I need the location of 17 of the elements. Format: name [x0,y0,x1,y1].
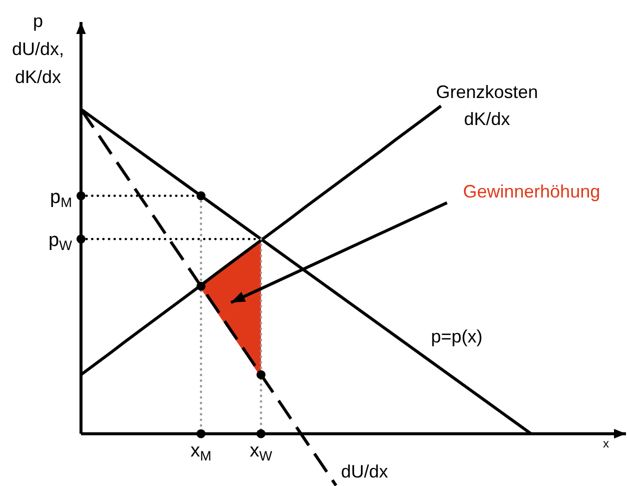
x-tick-label: x$_{M}$ [190,440,212,464]
point [76,191,86,200]
point [196,429,206,438]
point [196,282,206,291]
ref-line-label: p$_{M}$ [50,186,72,210]
point [196,191,206,200]
point [76,234,86,244]
x-axis-title: x [603,436,609,451]
point [256,429,266,438]
text: Gewinnerhöhung [463,182,600,202]
series-label: p=p(x) [431,326,483,346]
point [256,370,266,380]
ref-line-label: p$_{W}$ [48,230,72,254]
series-label: dU/dx [341,461,388,482]
y-axis-title: p dU/dx, dK/dx [12,11,64,87]
x-tick-label: x$_{W}$ [250,440,272,464]
series-label: Grenzkosten dK/dx [436,82,538,129]
